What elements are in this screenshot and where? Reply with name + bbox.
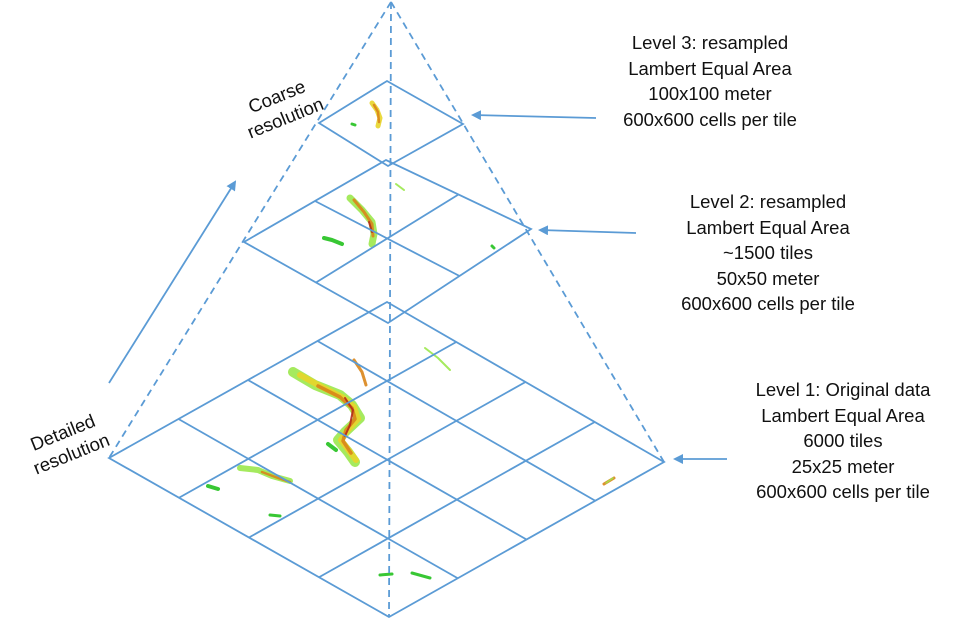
level-2-label: Level 2: resampled Lambert Equal Area ~1… <box>648 189 888 317</box>
level-1-title: Level 1: Original data <box>755 379 931 400</box>
level-2-projection: Lambert Equal Area <box>686 216 850 238</box>
level-1-dot <box>605 477 614 484</box>
level-1-resolution: 25x25 meter <box>791 455 895 477</box>
level-2-resolution: 50x50 meter <box>716 267 820 289</box>
arrows <box>108 110 727 464</box>
level-3-projection: Lambert Equal Area <box>628 57 792 79</box>
level-1-tile-grid <box>107 300 666 619</box>
level-2-title: Level 2: resampled <box>689 191 847 212</box>
level-2-cells: 600x600 cells per tile <box>681 293 855 314</box>
level-3-title: Level 3: resampled <box>631 32 789 53</box>
level-3-cells: 600x600 cells per tile <box>623 108 797 130</box>
level-3-dot <box>350 122 357 127</box>
level-1-dot <box>326 442 338 452</box>
level-1-grid-line <box>318 421 596 579</box>
level-1-label: Level 1: Original data Lambert Equal Are… <box>723 377 956 505</box>
level-1-dot <box>410 571 432 580</box>
resolution-direction-arrow <box>108 180 237 384</box>
level-1-grid-line <box>317 340 596 502</box>
level-2-tile-grid <box>242 158 533 325</box>
pyramid-left-edge <box>108 1 392 459</box>
level-2-pointer-arrow <box>538 225 637 236</box>
level-3-resolution: 100x100 meter <box>648 83 772 104</box>
level-1-dot <box>206 484 220 491</box>
level-3-river-core <box>372 103 381 124</box>
level-2-plane-outline <box>242 158 533 325</box>
level-2-dot <box>490 244 496 250</box>
level-2-dot <box>395 183 405 191</box>
level-1-tiles: 6000 tiles <box>803 430 883 451</box>
level-1-cells: 600x600 cells per tile <box>756 481 930 502</box>
level-1-dot <box>378 572 394 577</box>
level-1-dot <box>268 513 282 518</box>
level-1-projection: Lambert Equal Area <box>761 404 925 426</box>
tile-grids <box>107 79 666 619</box>
pyramid-outline <box>108 1 665 618</box>
raster-data-layer <box>206 100 616 580</box>
level-3-pointer-arrow <box>471 110 597 121</box>
level-1-strip <box>424 347 451 371</box>
level-2-strip <box>322 236 344 246</box>
level-1-river-hot <box>344 397 354 437</box>
level-2-tiles: ~1500 tiles <box>723 242 813 263</box>
level-3-tile-grid <box>317 79 465 168</box>
pyramid-center-axis <box>388 1 392 618</box>
level-1-river-core <box>316 384 357 455</box>
level-2-grid-line <box>315 193 459 284</box>
pyramid-right-edge <box>390 1 665 463</box>
level-3-label: Level 3: resampled Lambert Equal Area 10… <box>590 30 830 132</box>
level-1-grid-line <box>248 381 526 539</box>
level-3-plane-outline <box>317 79 465 168</box>
